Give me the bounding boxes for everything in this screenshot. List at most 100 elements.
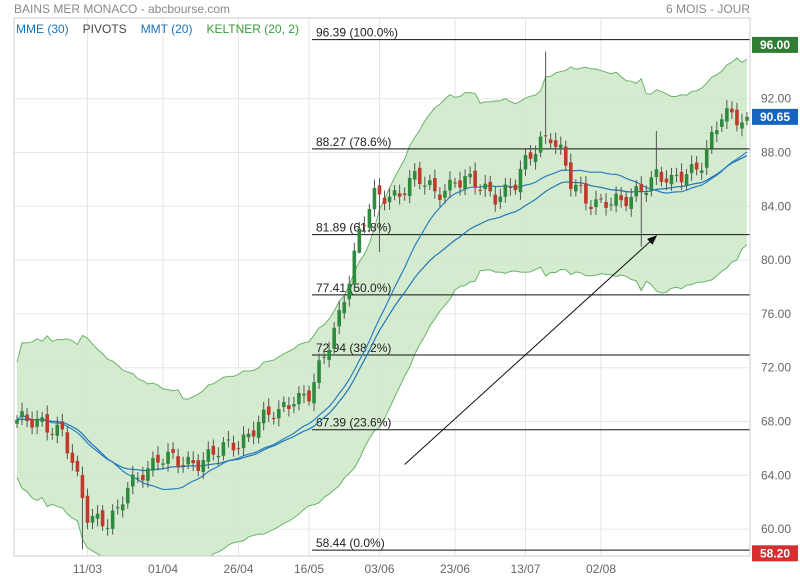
x-tick-label: 01/04 — [148, 562, 178, 576]
candle-body — [20, 411, 24, 418]
candle-body — [241, 434, 246, 449]
candle — [397, 184, 402, 205]
candle-body — [548, 139, 553, 144]
candle-body — [15, 419, 19, 424]
candle — [730, 101, 734, 120]
candle-body — [619, 195, 623, 201]
candle — [624, 191, 628, 212]
candle — [438, 187, 442, 207]
candle — [70, 444, 75, 471]
candle — [166, 443, 170, 472]
price-tag-high — [752, 36, 798, 53]
candle — [176, 448, 180, 474]
candle-body — [634, 186, 639, 197]
candle — [20, 402, 24, 426]
y-tick-label: 76.00 — [761, 307, 791, 321]
candle — [422, 176, 427, 195]
candle-body — [236, 448, 241, 450]
candle — [120, 496, 125, 518]
candle-body — [226, 439, 231, 441]
candle-body — [579, 184, 583, 186]
candle — [448, 171, 452, 199]
candle — [201, 452, 206, 480]
trend-arrow — [404, 235, 658, 465]
candle-body — [307, 390, 311, 402]
candle-body — [25, 414, 29, 421]
candle — [614, 186, 618, 213]
fib-label: 72.94 (38.2%) — [316, 341, 391, 355]
candle-body — [725, 108, 729, 122]
price-tag-label: 90.65 — [760, 110, 790, 124]
fib-label: 67.39 (23.6%) — [316, 416, 391, 430]
candle-body — [594, 199, 598, 208]
candle — [266, 398, 271, 423]
candle — [478, 184, 482, 196]
x-tick-label: 23/06 — [440, 562, 470, 576]
mmt-20-line — [16, 151, 748, 491]
candle — [684, 168, 689, 191]
fib-label: 96.39 (100.0%) — [316, 26, 398, 40]
candle-body — [100, 510, 105, 527]
candle — [115, 499, 120, 515]
candle — [599, 193, 603, 204]
candle — [740, 113, 744, 137]
candle — [689, 155, 694, 181]
legend-item: PIVOTS — [83, 22, 127, 36]
candle-body — [639, 184, 644, 192]
candlesticks — [15, 51, 749, 550]
candle-body — [558, 144, 563, 148]
candle — [508, 178, 513, 196]
candle-body — [624, 196, 628, 207]
candle — [25, 407, 29, 428]
candle-body — [342, 302, 347, 314]
candle-body — [422, 185, 427, 187]
candle — [503, 178, 508, 203]
candle-body — [694, 162, 699, 170]
candle-body — [689, 164, 694, 174]
candle-body — [407, 177, 412, 197]
candle-body — [745, 116, 749, 121]
candle — [649, 170, 654, 197]
candle-body — [498, 196, 503, 202]
candle-body — [302, 393, 306, 396]
price-tag-low — [752, 545, 798, 562]
candle — [609, 197, 613, 211]
candle — [110, 504, 115, 535]
candle — [498, 188, 503, 209]
candle — [60, 413, 65, 437]
candle-body — [146, 468, 150, 481]
candle-body — [553, 140, 558, 147]
keltner-lower-line — [16, 244, 748, 556]
y-tick-label: 88.00 — [761, 146, 791, 160]
candle — [55, 416, 60, 444]
price-tags: 96.00 90.65 58.20 — [752, 36, 798, 562]
price-tag-label: 58.20 — [760, 546, 790, 560]
candle — [322, 349, 326, 365]
keltner-upper-line — [16, 57, 748, 400]
candle-body — [720, 119, 724, 127]
candle — [513, 179, 518, 195]
candle-body — [417, 167, 422, 185]
x-tick-label: 26/04 — [224, 562, 254, 576]
candle — [674, 167, 679, 183]
mme-30-line — [16, 155, 748, 472]
candle — [468, 166, 472, 184]
candle-body — [664, 178, 669, 183]
candle — [95, 505, 100, 527]
candle-body — [382, 197, 387, 204]
candle-body — [55, 424, 60, 436]
candle-body — [312, 382, 316, 404]
candle-body — [206, 449, 211, 462]
candle — [594, 190, 598, 215]
candle-body — [337, 310, 342, 327]
trend-arrow-line — [404, 235, 658, 465]
candle-body — [136, 477, 140, 479]
candle-body — [740, 122, 744, 129]
candle-body — [216, 455, 221, 458]
price-tag-label: 96.00 — [760, 38, 790, 52]
price-tag-last — [752, 108, 798, 125]
y-axis-ticks: 60.00 64.00 68.00 72.00 76.00 80.00 84.00 88.00… — [761, 92, 791, 536]
candle — [130, 465, 135, 495]
candle-body — [599, 198, 603, 200]
candle-body — [463, 176, 467, 190]
